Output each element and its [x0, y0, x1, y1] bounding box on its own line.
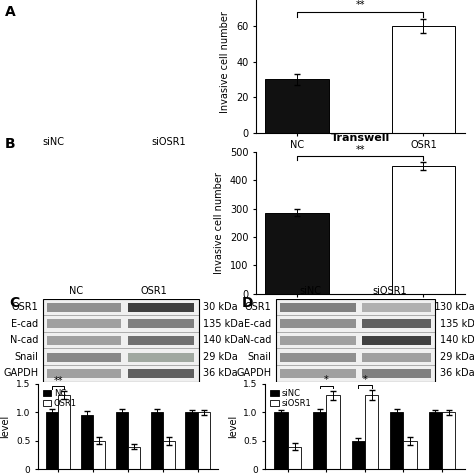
Bar	[274, 412, 288, 469]
FancyBboxPatch shape	[281, 319, 356, 328]
FancyBboxPatch shape	[47, 353, 121, 362]
Bar	[327, 395, 340, 469]
Bar	[185, 412, 198, 469]
Text: *: *	[363, 374, 367, 384]
Text: *: *	[324, 375, 329, 385]
Text: 29 kDa: 29 kDa	[203, 352, 238, 362]
Title: Transwell: Transwell	[331, 133, 390, 143]
Text: E-cad: E-cad	[244, 319, 271, 328]
Bar	[151, 412, 163, 469]
FancyBboxPatch shape	[128, 319, 194, 328]
FancyBboxPatch shape	[362, 336, 430, 345]
Bar	[46, 412, 58, 469]
Text: **: **	[54, 376, 63, 386]
Y-axis label: Invasive cell number: Invasive cell number	[220, 11, 230, 112]
Text: E-cad: E-cad	[11, 319, 38, 328]
Text: OSR1: OSR1	[141, 286, 168, 296]
FancyBboxPatch shape	[362, 319, 430, 328]
Bar	[163, 441, 175, 469]
Text: C: C	[9, 296, 20, 310]
Text: siOSR1: siOSR1	[152, 137, 186, 147]
X-axis label: MDA-MB-231: MDA-MB-231	[328, 317, 392, 327]
Bar	[365, 395, 378, 469]
FancyBboxPatch shape	[281, 369, 356, 378]
Text: siNC: siNC	[43, 137, 64, 147]
Bar	[352, 441, 365, 469]
Text: GAPDH: GAPDH	[3, 368, 38, 378]
Bar	[392, 26, 455, 133]
Text: 30 kDa: 30 kDa	[203, 302, 238, 312]
FancyBboxPatch shape	[128, 369, 194, 378]
Y-axis label: level: level	[228, 415, 238, 438]
Text: 135 kDa: 135 kDa	[203, 319, 244, 328]
Text: N-cad: N-cad	[10, 335, 38, 345]
FancyBboxPatch shape	[281, 353, 356, 362]
FancyBboxPatch shape	[281, 303, 356, 312]
Text: NC: NC	[69, 286, 83, 296]
Text: 29 kDa: 29 kDa	[440, 352, 474, 362]
Text: siNC: siNC	[299, 286, 321, 296]
Text: 135 kDa: 135 kDa	[440, 319, 474, 328]
Bar	[93, 441, 105, 469]
Bar	[265, 213, 328, 294]
X-axis label: MCF-7: MCF-7	[345, 156, 375, 166]
FancyBboxPatch shape	[47, 369, 121, 378]
Y-axis label: Invasive cell number: Invasive cell number	[214, 172, 224, 273]
Text: 140 kDa: 140 kDa	[440, 335, 474, 345]
Bar	[116, 412, 128, 469]
FancyBboxPatch shape	[362, 369, 430, 378]
Text: 140 kDa: 140 kDa	[203, 335, 244, 345]
Bar	[198, 412, 210, 469]
FancyBboxPatch shape	[128, 303, 194, 312]
Bar	[265, 79, 328, 133]
Legend: siNC, siOSR1: siNC, siOSR1	[270, 388, 312, 409]
FancyBboxPatch shape	[47, 319, 121, 328]
Bar	[128, 447, 140, 469]
Bar	[313, 412, 327, 469]
Bar	[403, 441, 417, 469]
Text: siOSR1: siOSR1	[372, 286, 407, 296]
Legend: NC, OSR1: NC, OSR1	[42, 388, 78, 409]
Text: 30 kDa: 30 kDa	[440, 302, 474, 312]
FancyBboxPatch shape	[43, 299, 199, 382]
Text: GAPDH: GAPDH	[236, 368, 271, 378]
Text: D: D	[242, 296, 253, 310]
Text: Snail: Snail	[15, 352, 38, 362]
FancyBboxPatch shape	[47, 336, 121, 345]
Text: **: **	[356, 146, 365, 155]
Bar	[392, 166, 455, 294]
FancyBboxPatch shape	[128, 353, 194, 362]
Bar	[442, 412, 456, 469]
FancyBboxPatch shape	[128, 336, 194, 345]
Text: B: B	[5, 137, 15, 152]
FancyBboxPatch shape	[281, 336, 356, 345]
Y-axis label: level: level	[0, 415, 10, 438]
Text: A: A	[5, 5, 16, 19]
FancyBboxPatch shape	[362, 303, 430, 312]
Text: OSR1: OSR1	[245, 302, 271, 312]
Bar	[58, 395, 71, 469]
Bar	[288, 447, 301, 469]
Text: Snail: Snail	[247, 352, 271, 362]
Bar	[428, 412, 442, 469]
Text: 36 kDa: 36 kDa	[440, 368, 474, 378]
Bar	[390, 412, 403, 469]
FancyBboxPatch shape	[276, 299, 435, 382]
Text: N-cad: N-cad	[243, 335, 271, 345]
Text: 36 kDa: 36 kDa	[203, 368, 238, 378]
FancyBboxPatch shape	[362, 353, 430, 362]
Bar	[81, 415, 93, 469]
Text: **: **	[356, 0, 365, 10]
Text: OSR1: OSR1	[12, 302, 38, 312]
FancyBboxPatch shape	[47, 303, 121, 312]
